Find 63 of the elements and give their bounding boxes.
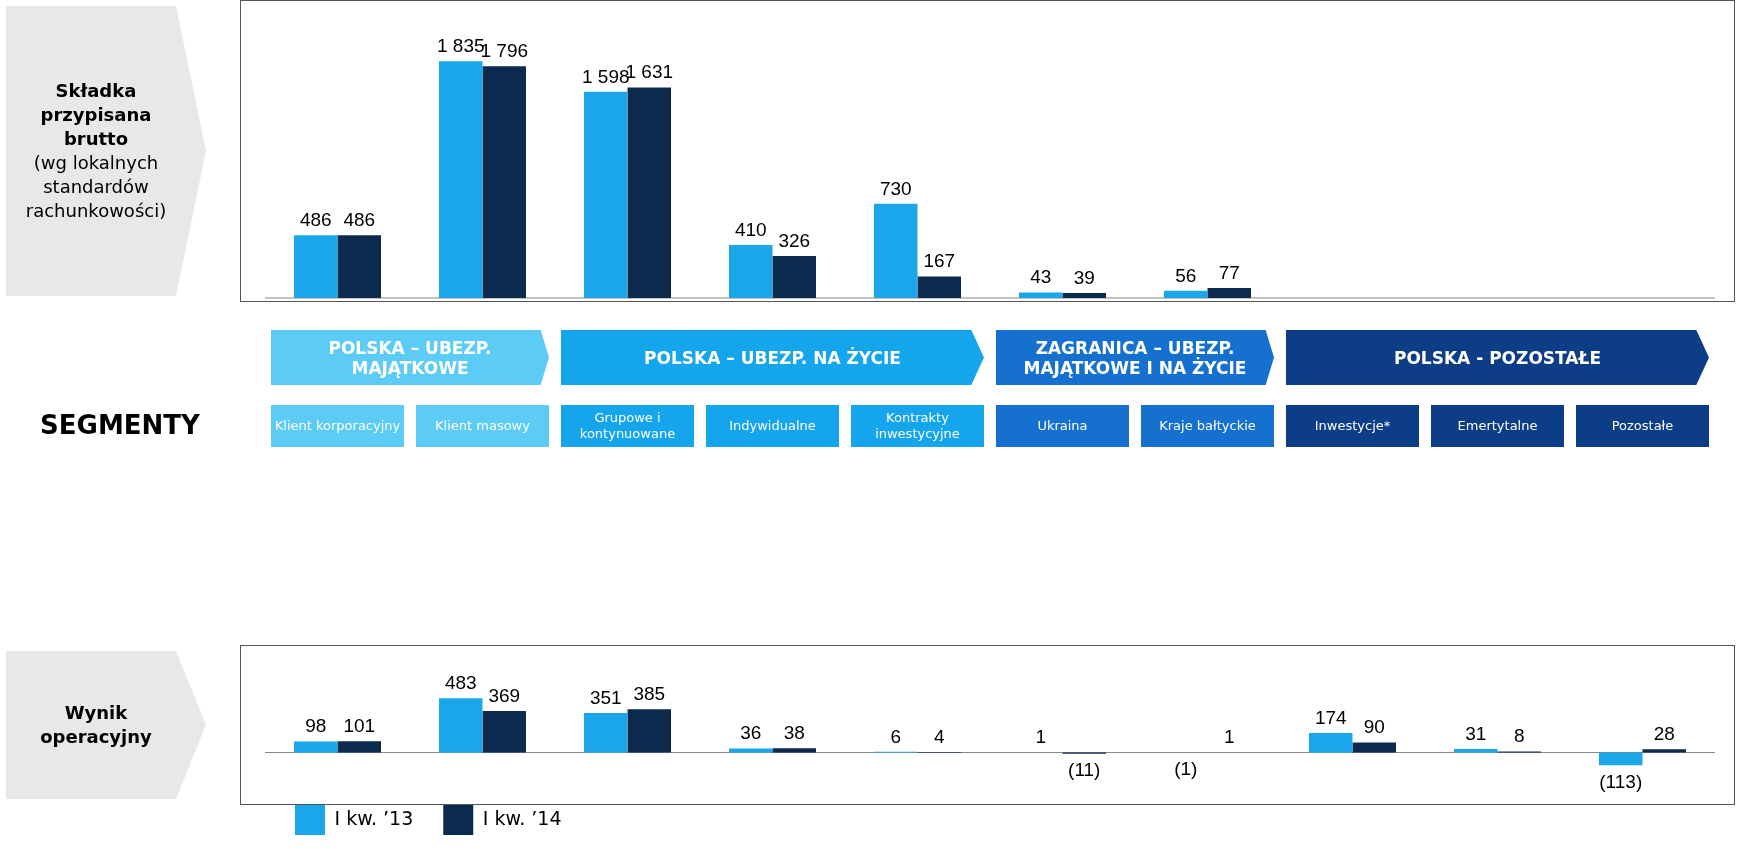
bar bbox=[482, 66, 526, 298]
bar bbox=[584, 713, 628, 753]
data-label: 486 bbox=[343, 209, 376, 231]
legend-label: I kw. ’14 bbox=[482, 806, 562, 829]
data-label: 98 bbox=[305, 715, 327, 737]
bar bbox=[1454, 749, 1498, 753]
data-label: 31 bbox=[1465, 722, 1487, 744]
text: SEGMENTY bbox=[39, 410, 201, 442]
bar bbox=[874, 203, 918, 298]
data-label: 385 bbox=[633, 682, 666, 704]
data-label: 174 bbox=[1314, 706, 1348, 728]
data-label: (113) bbox=[1599, 770, 1643, 792]
data-label: 486 bbox=[299, 209, 332, 231]
data-label: 36 bbox=[740, 722, 762, 744]
bar bbox=[729, 245, 773, 298]
bar bbox=[1352, 742, 1396, 753]
data-label: 90 bbox=[1363, 716, 1385, 738]
bar bbox=[1309, 732, 1353, 753]
bar bbox=[917, 276, 961, 298]
data-label: 43 bbox=[1030, 266, 1052, 288]
bar bbox=[772, 255, 816, 298]
data-label: (11) bbox=[1068, 759, 1101, 781]
text: Składka przypisana brutto bbox=[39, 79, 153, 151]
bar bbox=[1164, 290, 1208, 298]
bar bbox=[294, 235, 338, 298]
bar bbox=[337, 235, 381, 298]
text: (wg lokalnych standardów rachunkowości) bbox=[24, 151, 168, 223]
data-label: 8 bbox=[1513, 725, 1525, 747]
bar bbox=[729, 748, 773, 753]
data-label: 167 bbox=[923, 250, 956, 272]
bar bbox=[1062, 292, 1106, 298]
data-label: 77 bbox=[1218, 261, 1240, 283]
data-label: 730 bbox=[879, 177, 912, 199]
bar bbox=[1207, 288, 1251, 298]
bar bbox=[439, 698, 483, 753]
bar bbox=[627, 709, 671, 753]
data-label: 369 bbox=[488, 684, 521, 706]
bar bbox=[294, 741, 338, 753]
bar bbox=[772, 748, 816, 753]
data-label: 351 bbox=[589, 686, 622, 708]
data-label: 1 bbox=[1223, 726, 1235, 748]
data-label: 101 bbox=[343, 714, 376, 736]
bar bbox=[337, 741, 381, 753]
bar bbox=[439, 61, 483, 298]
bar bbox=[482, 710, 526, 753]
bar bbox=[1642, 749, 1686, 753]
data-label: 326 bbox=[778, 229, 811, 251]
data-label: 4 bbox=[933, 725, 945, 747]
data-label: 410 bbox=[734, 218, 767, 240]
data-label: 56 bbox=[1175, 264, 1197, 286]
data-label: 483 bbox=[444, 671, 477, 693]
bar bbox=[1599, 752, 1643, 766]
bar bbox=[627, 87, 671, 298]
data-label: 6 bbox=[890, 725, 902, 747]
data-label: 38 bbox=[783, 721, 805, 743]
data-label: 39 bbox=[1073, 266, 1095, 288]
data-label: 28 bbox=[1653, 723, 1675, 745]
legend-label: I kw. ’13 bbox=[334, 806, 414, 829]
data-label: (1) bbox=[1174, 758, 1198, 780]
data-label: 1 bbox=[1035, 726, 1047, 748]
bar bbox=[584, 91, 628, 298]
text: Wynik operacyjny bbox=[39, 701, 153, 749]
bar bbox=[1019, 292, 1063, 298]
